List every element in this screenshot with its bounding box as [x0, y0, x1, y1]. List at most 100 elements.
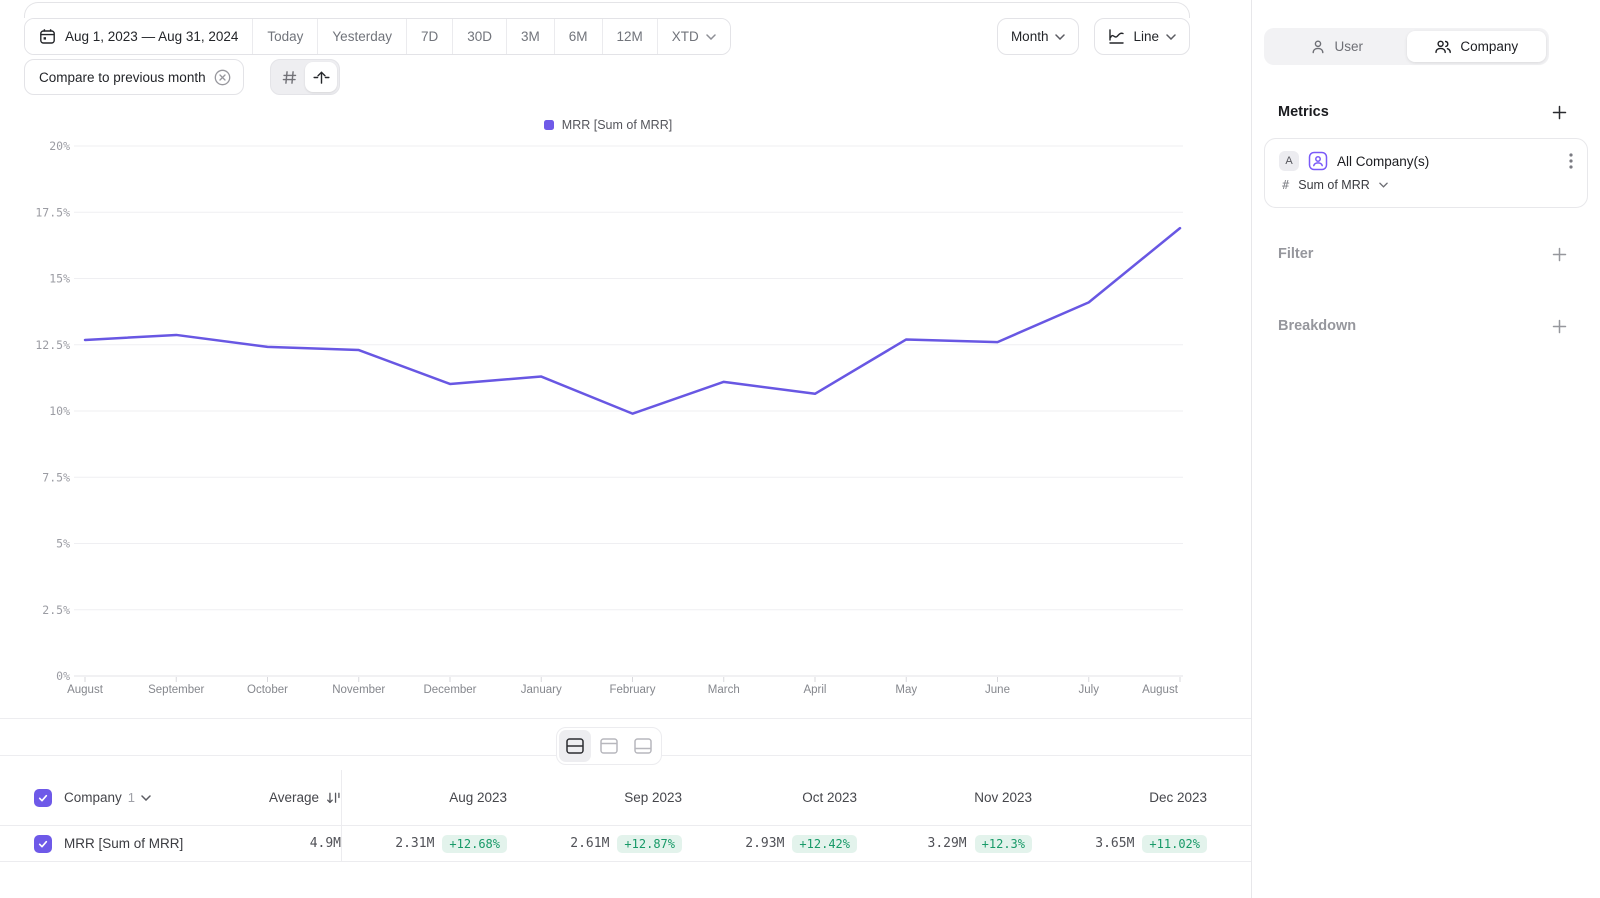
x-axis-label: August — [1142, 684, 1179, 696]
preset-xtd-button[interactable]: XTD — [656, 19, 730, 54]
sort-icon[interactable] — [326, 791, 341, 805]
kebab-menu-icon[interactable] — [1569, 153, 1573, 169]
column-header[interactable]: Nov 2023 — [867, 790, 1042, 805]
date-range-button[interactable]: Aug 1, 2023 — Aug 31, 2024 — [25, 19, 253, 54]
column-header-label: Sep 2023 — [624, 790, 682, 805]
x-axis-label: October — [247, 684, 288, 696]
y-axis-label: 2.5% — [42, 603, 70, 617]
column-header-label: Nov 2023 — [974, 790, 1032, 805]
line-chart-icon — [1109, 29, 1125, 44]
month-column-headers: Aug 2023 Sep 2023 Oct 2023 Nov 2023 Dec 2023 — [341, 770, 1217, 825]
preset-group: Today Yesterday 7D 30D 3M 6M 12M — [252, 19, 657, 54]
table-only-icon — [634, 738, 652, 754]
table-body: MRR [Sum of MRR] 4.9M 2.31M +12.68% 2.61M +12… — [0, 826, 1251, 862]
preset-today-button[interactable]: Today — [252, 19, 318, 54]
cell-value: 3.29M — [927, 836, 967, 851]
company-icon — [1435, 40, 1452, 53]
x-axis-label: November — [332, 684, 385, 696]
metric-badge: A — [1279, 151, 1299, 171]
preset-30d-button[interactable]: 30D — [452, 19, 506, 54]
chart-type-dropdown[interactable]: Line — [1094, 18, 1190, 55]
average-column-header[interactable]: Average — [214, 790, 341, 805]
tab-user[interactable]: User — [1267, 31, 1407, 62]
delta-badge: +12.42% — [792, 834, 857, 853]
add-metric-button[interactable] — [1552, 105, 1567, 120]
entity-tabs: User Company — [1264, 28, 1549, 65]
x-axis-label: December — [423, 684, 476, 696]
config-sidebar: User Company Metrics A All Company(s) — [1251, 0, 1600, 898]
y-axis-label: 0% — [56, 669, 70, 683]
value-mode-toggle — [270, 59, 340, 95]
breakdown-title: Breakdown — [1278, 318, 1357, 334]
arrow-up-change-icon — [312, 71, 330, 84]
x-axis-label: September — [148, 684, 204, 696]
select-all-checkbox[interactable] — [34, 788, 52, 807]
metric-row-label: MRR [Sum of MRR] — [64, 836, 184, 851]
chevron-down-icon — [141, 794, 151, 801]
x-axis-label: June — [985, 684, 1010, 696]
cell-value: 2.31M — [395, 836, 435, 851]
add-filter-button[interactable] — [1552, 247, 1567, 262]
x-axis-label: August — [67, 684, 104, 696]
compare-chip[interactable]: Compare to previous month — [24, 59, 244, 95]
main-panel: 0% 2.5% 5% 7.5% 10% 12.5% 15% 17.5% 20% August Sep… — [0, 2, 1251, 862]
table-cell: 2.31M +12.68% — [342, 834, 517, 853]
preset-yesterday-button[interactable]: Yesterday — [317, 19, 406, 54]
column-header[interactable]: Oct 2023 — [692, 790, 867, 805]
chevron-down-icon — [1166, 33, 1176, 40]
tab-company[interactable]: Company — [1406, 31, 1546, 62]
granularity-dropdown[interactable]: Month — [996, 18, 1080, 55]
filter-section-header: Filter — [1278, 246, 1567, 262]
delta-badge: +12.68% — [442, 834, 507, 853]
preset-7d-button[interactable]: 7D — [405, 19, 453, 54]
column-header-label: Dec 2023 — [1149, 790, 1207, 805]
x-axis-label: February — [609, 684, 655, 696]
metric-field-label: Sum of MRR — [1298, 178, 1370, 192]
chevron-down-icon — [1379, 182, 1388, 188]
preset-3m-button[interactable]: 3M — [506, 19, 554, 54]
granularity-label: Month — [1010, 29, 1049, 44]
date-range-group: Aug 1, 2023 — Aug 31, 2024 Today Yesterda… — [24, 18, 731, 55]
split-view-icon — [566, 738, 584, 754]
remove-compare-icon[interactable] — [214, 69, 231, 86]
absolute-values-button[interactable] — [273, 62, 305, 92]
cell-value: 2.93M — [745, 836, 785, 851]
tab-company-label: Company — [1460, 39, 1519, 54]
metrics-section-header: Metrics — [1278, 104, 1567, 120]
add-breakdown-button[interactable] — [1552, 319, 1567, 334]
check-icon — [38, 840, 48, 847]
entity-column-header[interactable]: Company 1 — [64, 790, 214, 805]
y-axis-label: 12.5% — [35, 338, 70, 352]
preset-6m-button[interactable]: 6M — [553, 19, 602, 54]
y-axis-label: 20% — [49, 139, 70, 153]
metric-field-dropdown[interactable]: # Sum of MRR — [1279, 178, 1573, 192]
column-header[interactable]: Aug 2023 — [342, 790, 517, 805]
entity-count: 1 — [127, 790, 136, 805]
chart-only-icon — [600, 738, 618, 754]
metric-item[interactable]: A All Company(s) # Sum of MRR — [1264, 138, 1588, 208]
preset-12m-button[interactable]: 12M — [601, 19, 657, 54]
entity-label: Company — [64, 790, 122, 805]
cell-value: 3.65M — [1095, 836, 1135, 851]
view-chart-button[interactable] — [593, 730, 625, 762]
view-split-button[interactable] — [559, 730, 591, 762]
column-header-label: Aug 2023 — [449, 790, 507, 805]
view-table-button[interactable] — [627, 730, 659, 762]
table-cell: 3.29M +12.3% — [867, 834, 1042, 853]
metric-name: All Company(s) — [1337, 153, 1430, 169]
metrics-title: Metrics — [1278, 104, 1329, 120]
chart-controls: Month Line — [996, 18, 1190, 55]
column-header[interactable]: Dec 2023 — [1042, 790, 1217, 805]
x-axis-label: March — [708, 684, 740, 696]
column-header[interactable]: Sep 2023 — [517, 790, 692, 805]
filter-title: Filter — [1278, 246, 1314, 262]
table-cell: 2.61M +12.87% — [517, 834, 692, 853]
y-axis-label: 10% — [49, 404, 70, 418]
table-row[interactable]: MRR [Sum of MRR] 4.9M 2.31M +12.68% 2.61M +12… — [0, 826, 1251, 862]
row-checkbox[interactable] — [34, 834, 52, 853]
percent-change-button[interactable] — [305, 62, 337, 92]
xtd-label: XTD — [671, 29, 699, 44]
divider — [0, 718, 1251, 719]
series-line — [83, 226, 1182, 415]
x-axis-label: May — [895, 684, 917, 696]
